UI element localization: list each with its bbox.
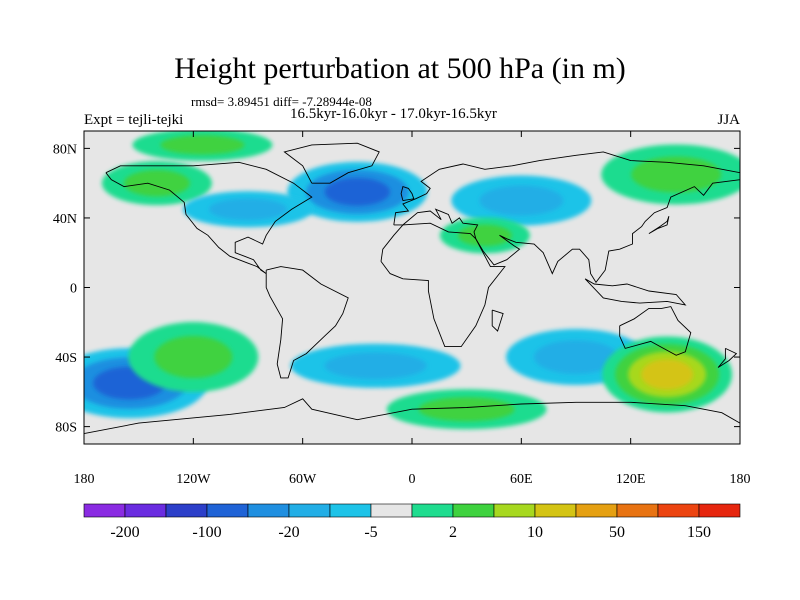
y-tick-label: 40S <box>55 351 77 366</box>
coastline <box>491 309 504 332</box>
coastline <box>648 216 670 234</box>
colorbar-swatch <box>698 503 741 518</box>
x-tick-label: 180 <box>74 472 95 487</box>
anomaly-region-positive <box>601 144 740 205</box>
colorbar-label: -5 <box>364 524 377 541</box>
coastline <box>619 306 692 356</box>
x-tick-label: 60W <box>289 472 317 487</box>
anomaly-fields <box>84 131 740 430</box>
coastlines <box>84 142 740 435</box>
colorbar-swatch <box>83 503 126 518</box>
coastline <box>380 222 506 348</box>
colorbar-swatch <box>165 503 208 518</box>
colorbar-swatch <box>247 503 290 518</box>
anomaly-region-negative <box>287 161 428 222</box>
y-tick-label: 80S <box>55 421 77 436</box>
x-tick-label: 60E <box>510 472 533 487</box>
chart-subtitle: 16.5kyr-16.0kyr - 17.0kyr-16.5kyr <box>290 106 497 122</box>
colorbar: -200 -100 -20 -5 2 10 50 150 <box>83 503 741 541</box>
colorbar-swatch <box>575 503 618 518</box>
coastline <box>717 347 738 368</box>
anomaly-region-positive <box>132 131 273 161</box>
colorbar-label: 150 <box>687 524 711 541</box>
colorbar-label: 2 <box>449 524 457 541</box>
coastline <box>265 266 349 379</box>
axis-ticks: 180 120W 60W 0 60E 120E 180 80N 40N 0 40S 80S <box>53 131 751 487</box>
colorbar-swatch <box>452 503 495 518</box>
colorbar-label: -100 <box>192 524 221 541</box>
stats-text: rmsd= 3.89451 diff= -7.28944e-08 <box>191 94 372 109</box>
coastline <box>393 151 740 284</box>
y-tick-label: 40N <box>53 212 77 227</box>
coastline <box>400 186 415 202</box>
colorbar-swatch <box>616 503 659 518</box>
anomaly-region-negative <box>183 191 313 228</box>
coastline <box>283 142 380 184</box>
anomaly-region-negative <box>451 175 592 226</box>
anomaly-region-positive <box>101 161 212 206</box>
colorbar-swatch <box>534 503 577 518</box>
colorbar-swatch <box>411 503 454 518</box>
colorbar-swatch <box>657 503 700 518</box>
colorbar-swatch <box>493 503 536 518</box>
colorbar-label: -200 <box>110 524 139 541</box>
coastline <box>84 398 740 435</box>
coastline <box>105 161 313 274</box>
season-label: JJA <box>717 112 740 128</box>
anomaly-region-positive <box>602 336 733 413</box>
x-tick-label: 180 <box>730 472 751 487</box>
colorbar-swatch <box>329 503 372 518</box>
y-tick-label: 0 <box>70 282 77 297</box>
colorbar-label: 10 <box>527 524 543 541</box>
colorbar-swatch <box>206 503 249 518</box>
colorbar-label: 50 <box>609 524 625 541</box>
colorbar-label: -20 <box>278 524 299 541</box>
experiment-label: Expt = tejli-tejki <box>84 112 184 128</box>
x-tick-label: 120W <box>176 472 211 487</box>
anomaly-region-positive <box>439 217 530 254</box>
anomaly-region-positive <box>128 322 259 393</box>
x-tick-label: 0 <box>409 472 416 487</box>
chart-title: Height perturbation at 500 hPa (in m) <box>174 52 626 85</box>
colorbar-swatch <box>124 503 167 518</box>
colorbar-swatch <box>370 503 413 518</box>
anomaly-region-positive <box>386 389 547 430</box>
colorbar-swatch <box>288 503 331 518</box>
coastline <box>584 278 687 306</box>
anomaly-region-negative <box>290 343 461 388</box>
x-tick-label: 120E <box>616 472 646 487</box>
y-tick-label: 80N <box>53 142 77 157</box>
